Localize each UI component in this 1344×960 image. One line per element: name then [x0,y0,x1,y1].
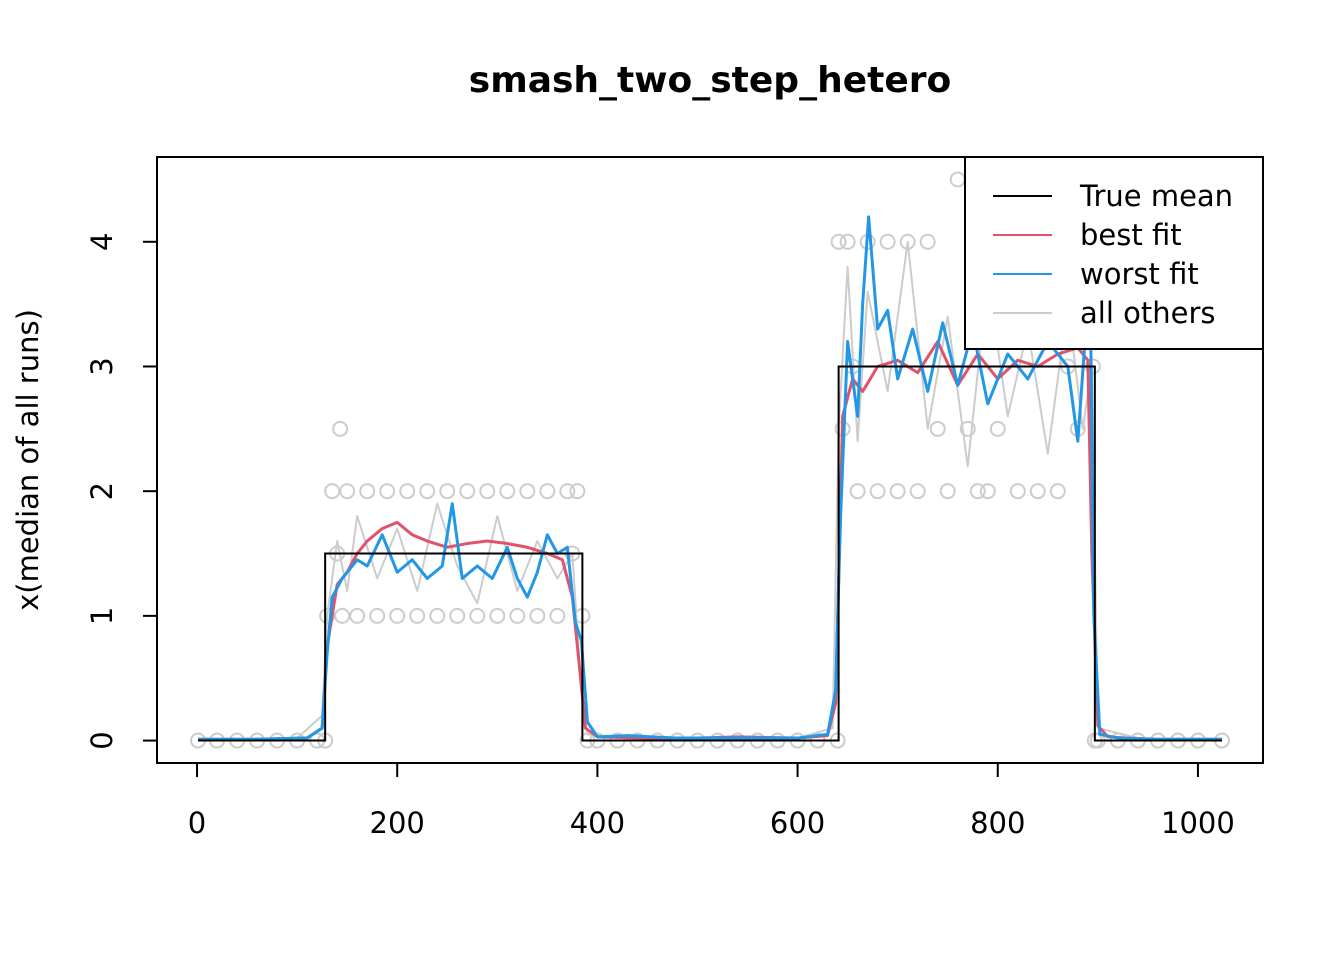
others-point [889,483,906,500]
legend-label: best fit [1080,218,1182,252]
others-point [324,483,341,500]
others-point [1029,483,1046,500]
others-point [879,233,896,250]
y-tick-label: 0 [85,731,119,749]
true-mean-line [198,365,1222,742]
chart-title: smash_two_step_hetero [469,60,951,101]
y-tick-label: 2 [85,482,119,500]
others-point [429,607,446,624]
others-point [559,483,576,500]
x-tick-label: 600 [770,806,825,840]
legend: True mean best fit worst fit all others [964,156,1264,350]
x-tick-label: 1000 [1161,806,1235,840]
series-line-best-fit [198,340,1222,741]
others-point [869,483,886,500]
others-point [339,483,356,500]
y-tick-label: 4 [85,233,119,251]
others-point [959,420,976,437]
others-point [389,607,406,624]
others-point [549,607,566,624]
x-axis: 0 200 400 600 800 1000 [188,762,1235,840]
others-point [830,233,847,250]
others-point [469,607,486,624]
others-point [909,483,926,500]
others-point [989,420,1006,437]
others-point [332,420,349,437]
x-tick-label: 400 [570,806,625,840]
others-point [334,607,351,624]
legend-label: True mean [1079,179,1233,213]
x-tick-label: 0 [188,806,206,840]
others-point [849,483,866,500]
others-point [439,483,456,500]
others-point [399,483,416,500]
others-point [449,607,466,624]
others-point [509,607,526,624]
legend-label: all others [1080,296,1215,330]
legend-box [964,156,1264,350]
others-point [419,483,436,500]
others-point [489,607,506,624]
others-point [839,233,856,250]
series-line-worst-fit [198,215,1222,741]
others-point [979,483,996,500]
others-point [459,483,476,500]
y-tick-label: 3 [85,357,119,375]
y-axis-label: x(median of all runs) [11,309,45,611]
others-point [949,171,966,188]
others-point [539,483,556,500]
x-tick-label: 800 [970,806,1025,840]
x-tick-label: 200 [370,806,425,840]
others-point [969,483,986,500]
others-point [349,607,366,624]
others-point [359,483,376,500]
others-point [569,483,586,500]
others-point [499,483,516,500]
others-point [519,483,536,500]
others-point [929,420,946,437]
others-point [369,607,386,624]
others-point [1009,483,1026,500]
y-tick-label: 1 [85,607,119,625]
others-point [479,483,496,500]
y-axis: 0 1 2 3 4 [85,233,158,750]
others-point [939,483,956,500]
others-point [529,607,546,624]
others-point [1049,483,1066,500]
legend-label: worst fit [1080,257,1199,291]
others-point [919,233,936,250]
others-point [409,607,426,624]
others-point [379,483,396,500]
